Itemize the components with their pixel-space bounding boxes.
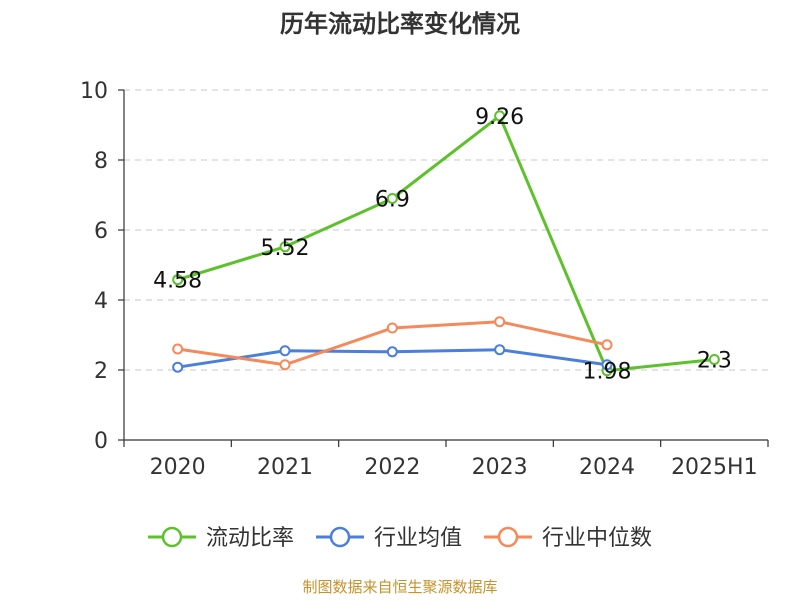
y-tick-label: 10 — [80, 79, 108, 104]
data-point — [386, 322, 398, 334]
x-tick-label: 2020 — [150, 455, 206, 480]
data-point — [172, 274, 184, 286]
axes: 0 2 4 6 8 10 2020 2021 2022 2023 2024 2025H1 — [80, 79, 769, 480]
data-point — [494, 110, 506, 122]
data-label: 9.26 — [475, 105, 524, 130]
data-point — [172, 343, 184, 355]
chart-title: 历年流动比率变化情况 — [280, 10, 520, 38]
y-tick-label: 4 — [94, 289, 108, 314]
x-tick-label: 2022 — [364, 455, 420, 480]
legend-item: 行业中位数 — [484, 526, 652, 551]
data-point — [279, 241, 291, 253]
y-tick-label: 8 — [94, 149, 108, 174]
gridlines — [124, 89, 768, 371]
source-note: 制图数据来自恒生聚源数据库 — [302, 578, 497, 596]
legend-item: 流动比率 — [148, 526, 294, 551]
y-tick-label: 6 — [94, 219, 108, 244]
series-line — [177, 114, 715, 373]
legend-marker-icon — [497, 526, 519, 548]
y-tick-label: 0 — [94, 429, 108, 454]
data-point — [172, 361, 184, 373]
legend-item: 行业均值 — [316, 526, 462, 551]
x-tick-label: 2025H1 — [671, 455, 758, 480]
data-point — [601, 339, 613, 351]
legend-label: 行业均值 — [374, 526, 462, 551]
legend-label: 行业中位数 — [542, 526, 652, 551]
data-label: 5.52 — [261, 236, 310, 261]
legend-marker-icon — [329, 526, 351, 548]
data-label: 6.9 — [375, 188, 410, 213]
x-tick-label: 2024 — [579, 455, 635, 480]
series-layer — [172, 110, 720, 377]
data-point — [601, 359, 613, 371]
data-point — [279, 345, 291, 357]
data-point — [494, 344, 506, 356]
data-point — [386, 346, 398, 358]
legend-marker-icon — [161, 526, 183, 548]
data-label: 4.58 — [153, 269, 202, 294]
data-point — [494, 316, 506, 328]
legend-label: 流动比率 — [206, 526, 294, 551]
data-label: 1.98 — [583, 360, 632, 385]
data-label: 2.3 — [697, 349, 732, 374]
data-point — [708, 354, 720, 365]
data-point — [279, 359, 291, 371]
data-point — [386, 193, 398, 204]
x-tick-label: 2023 — [472, 455, 528, 480]
data-labels: 4.58 5.52 6.9 9.26 1.98 2.3 — [153, 105, 732, 385]
x-tick-label: 2021 — [257, 455, 313, 480]
legend: 流动比率 行业均值 行业中位数 — [148, 526, 652, 551]
y-tick-label: 2 — [94, 359, 108, 384]
